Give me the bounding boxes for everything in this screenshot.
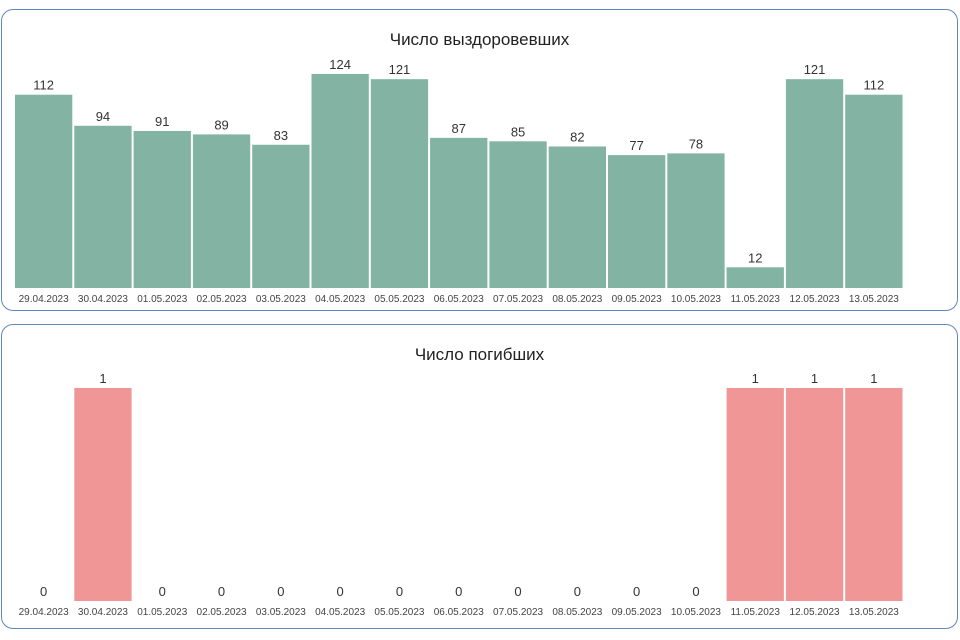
recovered-bar-chart: 112 29.04.2023 94 30.04.2023 91 01.05.2023 89 0…: [15, 57, 903, 305]
recovered-bar: [430, 137, 488, 288]
deaths-value-label: 1: [811, 371, 818, 386]
deaths-value-label: 0: [277, 584, 284, 599]
recovered-value-label: 121: [804, 62, 826, 77]
deaths-tick-label: 12.05.2023: [790, 607, 840, 618]
deaths-value-label: 0: [159, 584, 166, 599]
deaths-tick-label: 03.05.2023: [256, 607, 306, 618]
recovered-tick-label: 06.05.2023: [434, 294, 484, 305]
recovered-tick-label: 05.05.2023: [374, 294, 424, 305]
recovered-tick-label: 12.05.2023: [790, 294, 840, 305]
recovered-tick-label: 29.04.2023: [19, 294, 69, 305]
deaths-value-label: 0: [574, 584, 581, 599]
recovered-bar: [845, 94, 903, 288]
deaths-bar: [74, 388, 132, 601]
recovered-tick-label: 13.05.2023: [849, 294, 899, 305]
recovered-tick-label: 09.05.2023: [612, 294, 662, 305]
deaths-chart-panel: Число погибших 0 29.04.2023 1 30.04.2023 0 01…: [1, 324, 958, 629]
recovered-tick-label: 04.05.2023: [315, 294, 365, 305]
deaths-value-label: 0: [633, 584, 640, 599]
recovered-bar: [15, 94, 73, 288]
deaths-bar: [845, 388, 903, 601]
deaths-tick-label: 08.05.2023: [552, 607, 602, 618]
recovered-bar: [726, 267, 784, 288]
recovered-bar: [74, 125, 132, 288]
deaths-value-label: 0: [218, 584, 225, 599]
recovered-value-label: 77: [629, 138, 643, 153]
recovered-value-label: 12: [748, 250, 762, 265]
recovered-value-label: 83: [274, 128, 288, 143]
deaths-tick-label: 02.05.2023: [197, 607, 247, 618]
recovered-value-label: 124: [329, 57, 351, 72]
deaths-value-label: 1: [870, 371, 877, 386]
deaths-tick-label: 30.04.2023: [78, 607, 128, 618]
recovered-tick-label: 07.05.2023: [493, 294, 543, 305]
recovered-tick-label: 08.05.2023: [552, 294, 602, 305]
deaths-bar: [785, 388, 844, 601]
deaths-tick-label: 09.05.2023: [612, 607, 662, 618]
recovered-value-label: 121: [389, 62, 411, 77]
deaths-tick-label: 06.05.2023: [434, 607, 484, 618]
recovered-value-label: 82: [570, 129, 584, 144]
deaths-value-label: 0: [396, 584, 403, 599]
deaths-tick-label: 04.05.2023: [315, 607, 365, 618]
deaths-value-label: 0: [455, 584, 462, 599]
recovered-bar: [192, 134, 251, 288]
recovered-bar: [370, 79, 429, 288]
recovered-bar: [311, 74, 369, 288]
deaths-tick-label: 10.05.2023: [671, 607, 721, 618]
deaths-tick-label: 11.05.2023: [731, 607, 781, 618]
deaths-tick-label: 07.05.2023: [493, 607, 543, 618]
recovered-bar: [608, 155, 666, 288]
deaths-tick-label: 13.05.2023: [849, 607, 899, 618]
recovered-bar: [548, 146, 606, 288]
recovered-value-label: 78: [689, 136, 703, 151]
recovered-value-label: 91: [155, 114, 169, 129]
recovered-value-label: 112: [863, 78, 884, 93]
recovered-value-label: 94: [96, 109, 110, 124]
recovered-tick-label: 30.04.2023: [78, 294, 128, 305]
deaths-tick-label: 01.05.2023: [137, 607, 187, 618]
recovered-tick-label: 03.05.2023: [256, 294, 306, 305]
deaths-value-label: 0: [40, 584, 47, 599]
recovered-bar: [667, 153, 725, 288]
recovered-tick-label: 11.05.2023: [731, 294, 781, 305]
deaths-value-label: 1: [752, 371, 759, 386]
recovered-tick-label: 10.05.2023: [671, 294, 721, 305]
recovered-value-label: 85: [511, 124, 525, 139]
recovered-tick-label: 02.05.2023: [197, 294, 247, 305]
recovered-chart-panel: Число выздоровевших 112 29.04.2023 94 30.04…: [1, 9, 958, 311]
deaths-value-label: 1: [99, 371, 106, 386]
deaths-chart-title: Число погибших: [414, 345, 545, 364]
deaths-tick-label: 05.05.2023: [374, 607, 424, 618]
recovered-bar: [785, 79, 844, 288]
deaths-value-label: 0: [337, 584, 344, 599]
recovered-value-label: 87: [452, 121, 466, 136]
deaths-value-label: 0: [514, 584, 521, 599]
recovered-bar: [133, 130, 191, 288]
recovered-chart-title: Число выздоровевших: [389, 30, 570, 49]
recovered-tick-label: 01.05.2023: [137, 294, 187, 305]
deaths-bar: [726, 388, 784, 601]
deaths-value-label: 0: [692, 584, 699, 599]
deaths-bar-chart: 0 29.04.2023 1 30.04.2023 0 01.05.2023 0 02.05.…: [19, 371, 903, 618]
recovered-bar: [252, 144, 310, 288]
recovered-value-label: 112: [33, 78, 54, 93]
recovered-value-label: 89: [214, 117, 228, 132]
deaths-tick-label: 29.04.2023: [19, 607, 69, 618]
recovered-bar: [489, 141, 547, 288]
